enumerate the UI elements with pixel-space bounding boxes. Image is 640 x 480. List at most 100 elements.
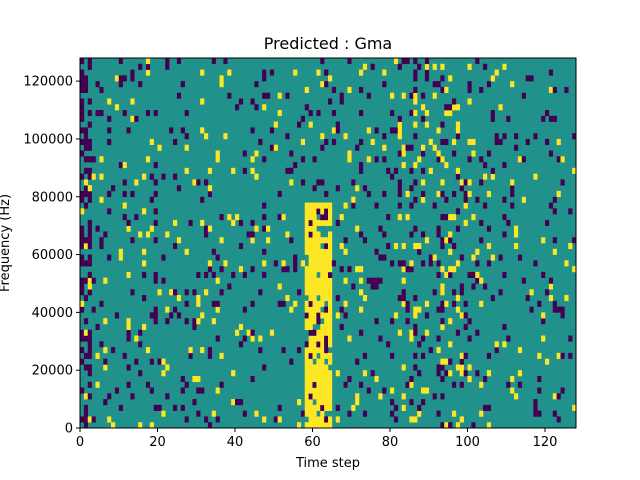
heatmap-cell [207,266,213,273]
heatmap-cell [382,69,387,76]
heatmap-cell [250,237,255,244]
heatmap-cell [421,399,426,406]
heatmap-cell [401,404,406,411]
heatmap-cell [479,300,484,307]
heatmap-cell [432,63,437,70]
heatmap-cell [118,58,123,65]
heatmap-cell [424,237,430,244]
heatmap-cell [215,150,220,157]
heatmap-cell [448,370,453,377]
heatmap-cell [417,404,422,411]
heatmap-cell [355,185,360,192]
heatmap-cell [459,283,464,290]
heatmap-cell [529,75,534,82]
chart-title: Predicted : Gma [264,34,392,53]
heatmap-cell [130,237,135,244]
heatmap-cell [83,190,89,198]
heatmap-cell [525,75,530,82]
heatmap-cell [397,150,402,157]
heatmap-cell [308,283,313,290]
heatmap-cell [95,323,100,331]
x-tick-label: 100 [455,435,480,450]
heatmap-cell [320,410,325,417]
heatmap-cell [312,335,317,342]
heatmap-cell [537,387,542,394]
heatmap-cell [126,225,131,232]
heatmap-cell [328,295,333,302]
heatmap-cell [200,196,205,203]
heatmap-cell [324,237,329,244]
heatmap-cell [362,295,368,302]
heatmap-cell [80,254,85,261]
heatmap-cell [80,69,85,76]
heatmap-cell [459,289,464,296]
heatmap-cell [153,208,158,215]
heatmap-cell [506,335,511,342]
heatmap-cell [448,266,453,273]
heatmap-cell [308,208,313,215]
y-axis: 0 20000 40000 60000 80000 100000 120000 [23,75,80,437]
heatmap-cell [324,69,329,76]
heatmap-cell [393,416,399,423]
heatmap-cell [401,58,406,65]
heatmap-cell [126,335,131,342]
heatmap-cell [304,312,309,319]
heatmap-cell [83,335,89,342]
heatmap-cell [370,370,375,377]
heatmap-cell [335,312,340,319]
heatmap-cell [475,370,480,377]
heatmap-cell [320,219,325,226]
heatmap-cell [316,347,321,354]
heatmap-cell [320,289,325,296]
heatmap-cell [316,243,321,250]
heatmap-cell [320,399,325,406]
heatmap-cell [95,225,100,232]
heatmap-cell [421,115,426,122]
heatmap-cell [552,115,557,122]
heatmap-cell [378,225,383,232]
heatmap-cell [153,271,158,278]
heatmap-cell [103,364,108,371]
heatmap-cell [331,138,337,146]
heatmap-cell [552,306,557,313]
heatmap-cell [308,410,313,417]
heatmap-cell [510,202,515,209]
heatmap-cell [80,86,85,93]
heatmap-cell [312,381,317,388]
heatmap-cell [448,358,453,365]
heatmap-cell [366,156,371,163]
heatmap-cell [308,312,313,319]
heatmap-cell [304,375,309,383]
heatmap-cell [242,167,247,174]
heatmap-cell [440,121,445,128]
heatmap-cell [390,92,395,99]
heatmap-cell [479,156,484,163]
heatmap-cell [448,75,453,82]
heatmap-cell [320,254,325,261]
heatmap-cell [312,306,317,313]
heatmap-cell [114,75,120,82]
heatmap-cell [87,121,92,128]
heatmap-cell [421,231,426,238]
heatmap-cell [328,289,333,296]
heatmap-cell [262,202,267,209]
heatmap-cell [359,162,364,169]
heatmap-cell [312,393,317,400]
heatmap-cell [204,133,209,140]
heatmap-cell [289,358,294,365]
heatmap-cell [328,300,333,307]
heatmap-cell [448,318,453,325]
heatmap-cell [440,358,445,365]
x-axis: 0 20 40 60 80 100 120 [76,428,557,450]
heatmap-cell [424,329,430,336]
heatmap-cell [328,341,333,348]
x-axis-label: Time step [295,456,360,471]
heatmap-cell [421,104,426,111]
heatmap-cell [533,404,538,411]
heatmap-cell [514,393,519,400]
heatmap-cell [440,266,445,273]
heatmap-cell [180,375,185,383]
heatmap-cell [277,300,282,307]
heatmap-cell [142,295,147,302]
heatmap-cell [138,81,143,88]
